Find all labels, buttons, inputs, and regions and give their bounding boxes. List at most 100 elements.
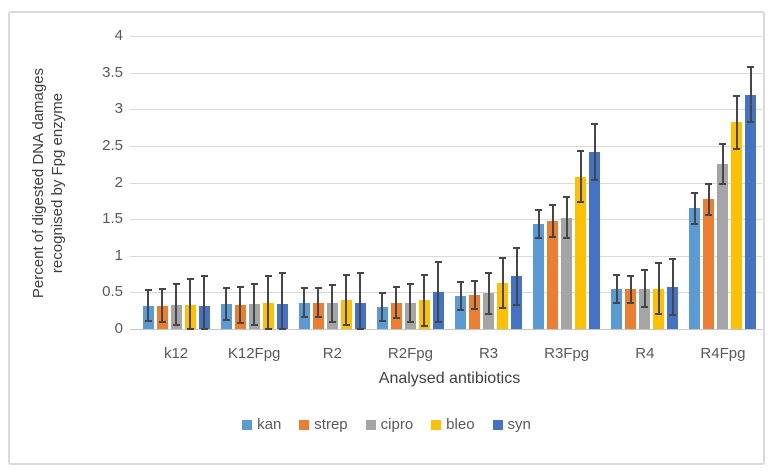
error-bar-strep-R4	[629, 275, 632, 304]
error-bar-cap	[356, 328, 364, 330]
error-bar-cipro-R2Fpg	[409, 284, 412, 323]
error-bar-cap	[747, 65, 755, 68]
legend-label-syn: syn	[507, 416, 531, 433]
error-bar-kan-K12Fpg	[225, 288, 228, 321]
error-bar-cipro-R3Fpg	[565, 197, 568, 239]
error-bar-cap	[278, 328, 286, 330]
x-axis-line	[130, 329, 762, 330]
error-bar-cap	[328, 284, 336, 286]
error-bar-cap	[378, 292, 386, 295]
legend: kan strep cipro bleo syn	[10, 416, 763, 433]
error-bar-cap	[300, 287, 308, 289]
gridline	[130, 72, 762, 74]
error-bar-cap	[563, 237, 571, 240]
error-bar-strep-R2Fpg	[395, 287, 398, 318]
error-bar-cap	[457, 281, 465, 284]
error-bar-bleo-K12Fpg	[267, 276, 270, 329]
y-tick-label: 0.5	[102, 283, 123, 301]
error-bar-cap	[406, 283, 414, 286]
error-bar-cap	[627, 302, 635, 305]
error-bar-cap	[264, 275, 272, 278]
legend-swatch-syn	[492, 419, 503, 430]
error-bar-cap	[434, 321, 442, 324]
error-bar-cipro-K12Fpg	[253, 283, 256, 325]
x-category-label-R3Fpg: R3Fpg	[544, 345, 590, 362]
error-bar-cap	[549, 235, 557, 238]
legend-label-cipro: cipro	[380, 416, 414, 433]
error-bar-syn-R4Fpg	[749, 66, 752, 123]
chart-frame: Percent of digested DNA damages recognis…	[8, 11, 765, 465]
error-bar-strep-R3Fpg	[551, 204, 554, 237]
error-bar-syn-K12Fpg	[281, 273, 284, 329]
bar-bleo-R4Fpg	[731, 122, 743, 329]
error-bar-cap	[577, 201, 585, 204]
error-bar-cap	[172, 324, 180, 327]
error-bar-cap	[733, 147, 741, 150]
gridline	[130, 255, 762, 257]
error-bar-cap	[144, 319, 152, 322]
bar-bleo-R3Fpg	[575, 176, 587, 329]
error-bar-cap	[577, 150, 585, 152]
error-bar-cap	[747, 121, 755, 124]
error-bar-cap	[236, 285, 244, 288]
gridline	[130, 182, 762, 184]
error-bar-cap	[705, 213, 713, 216]
y-tick-label: 2	[114, 173, 123, 191]
error-bar-syn-R4	[671, 259, 674, 316]
error-bar-cap	[719, 143, 727, 146]
error-bar-syn-R2	[359, 272, 362, 329]
error-bar-cap	[513, 246, 521, 249]
error-bar-cipro-R4Fpg	[721, 144, 724, 184]
bar-kan-R3	[455, 296, 467, 329]
error-bar-cap	[613, 273, 621, 276]
legend-label-bleo: bleo	[446, 416, 475, 433]
error-bar-strep-K12Fpg	[239, 286, 242, 324]
y-tick-label: 2.5	[102, 136, 123, 154]
x-category-label-k12: k12	[163, 345, 189, 362]
error-bar-cap	[485, 271, 493, 274]
error-bar-cap	[535, 209, 543, 212]
error-bar-cap	[420, 325, 428, 328]
bar-kan-R4Fpg	[689, 208, 701, 329]
error-bar-cap	[669, 314, 677, 317]
error-bar-cap	[471, 279, 479, 282]
bar-syn-R4Fpg	[745, 94, 757, 329]
error-bar-cap	[392, 286, 400, 289]
error-bar-kan-R4Fpg	[693, 192, 696, 224]
gridline	[130, 219, 762, 221]
error-bar-cap	[158, 320, 166, 323]
error-bar-syn-R2Fpg	[437, 262, 440, 323]
error-bar-kan-k12	[147, 290, 150, 321]
legend-item-kan: kan	[242, 416, 281, 433]
error-bar-cipro-R4	[643, 270, 646, 307]
error-bar-cap	[200, 328, 208, 330]
error-bar-cap	[300, 316, 308, 319]
error-bar-cap	[406, 321, 414, 324]
error-bar-syn-k12	[203, 276, 206, 329]
y-tick-label: 1.5	[102, 210, 123, 228]
legend-item-bleo: bleo	[431, 416, 475, 433]
error-bar-kan-R2	[303, 288, 306, 318]
gridline	[130, 145, 762, 147]
gridline	[130, 36, 762, 37]
legend-swatch-kan	[242, 419, 253, 430]
error-bar-cap	[627, 274, 635, 277]
error-bar-cap	[535, 237, 543, 240]
error-bar-cap	[485, 312, 493, 315]
error-bar-bleo-R2Fpg	[423, 274, 426, 327]
gridline	[130, 292, 762, 294]
error-bar-cap	[314, 316, 322, 319]
error-bar-strep-R3	[473, 280, 476, 309]
x-category-label-R4: R4	[635, 345, 655, 362]
error-bar-cap	[563, 196, 571, 199]
error-bar-cap	[549, 203, 557, 206]
error-bar-cap	[499, 256, 507, 259]
error-bar-cap	[144, 289, 152, 292]
legend-item-strep: strep	[299, 416, 348, 433]
error-bar-strep-R2	[317, 288, 320, 318]
bar-cipro-R4	[639, 288, 651, 329]
error-bar-cap	[264, 328, 272, 330]
y-tick-label: 3	[114, 100, 123, 118]
legend-swatch-bleo	[431, 419, 442, 430]
error-bar-cap	[250, 282, 258, 285]
